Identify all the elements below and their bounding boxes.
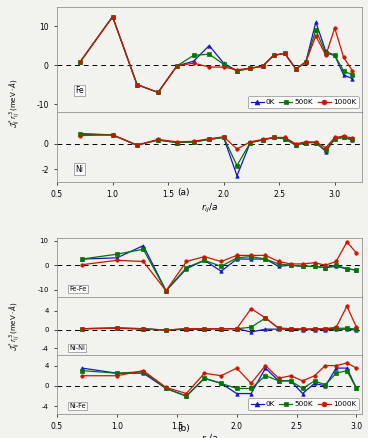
Text: Fe: Fe <box>75 86 84 95</box>
X-axis label: $r_{ij}/a$: $r_{ij}/a$ <box>201 201 219 215</box>
Text: Fe-Fe: Fe-Fe <box>69 286 86 292</box>
X-axis label: $r_{ij}/a$: $r_{ij}/a$ <box>201 433 219 438</box>
Text: (a): (a) <box>178 188 190 197</box>
Legend: 0K, 500K, 1000K: 0K, 500K, 1000K <box>248 96 359 108</box>
Text: $\mathcal{J}_{ij}^*r_{ij}^{\ 3}(\mathrm{meV}\cdot\AA)$: $\mathcal{J}_{ij}^*r_{ij}^{\ 3}(\mathrm{… <box>8 78 22 128</box>
Text: Ni-Fe: Ni-Fe <box>69 403 86 409</box>
Text: $\mathcal{J}_{ij}^*r_{ij}^{\ 3}(\mathrm{meV}\cdot\AA)$: $\mathcal{J}_{ij}^*r_{ij}^{\ 3}(\mathrm{… <box>8 301 22 351</box>
Legend: 0K, 500K, 1000K: 0K, 500K, 1000K <box>248 399 359 410</box>
Text: Ni-Ni: Ni-Ni <box>69 345 85 350</box>
Text: (b): (b) <box>178 424 190 434</box>
Text: Ni: Ni <box>75 165 84 173</box>
